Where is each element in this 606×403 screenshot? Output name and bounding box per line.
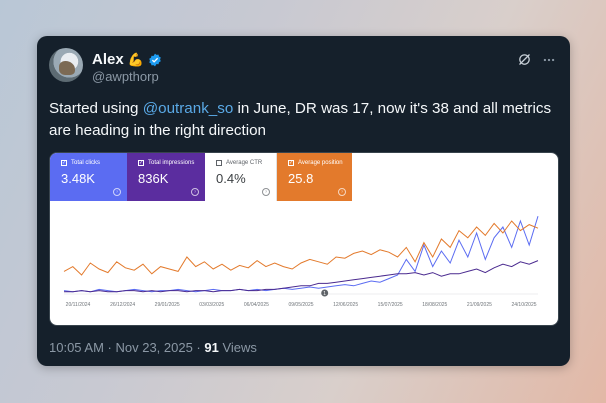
series-line-average-position (63, 220, 539, 276)
flexed-biceps-emoji: 💪 (127, 51, 144, 67)
views-label: Views (218, 340, 257, 355)
metric-label: Total clicks (71, 160, 101, 166)
performance-chart: 1 20/11/2024 26/12/2024 29/01/2025 03/03/202… (63, 216, 539, 308)
metric-card-total-impressions[interactable]: ✓ Total impressions 836K ? (127, 153, 205, 201)
metric-label: Average position (298, 160, 343, 166)
metric-label: Total impressions (148, 160, 195, 166)
metric-value: 0.4% (216, 171, 246, 186)
x-tick-label: 24/10/2025 (511, 302, 536, 308)
metric-value: 3.48K (61, 171, 95, 186)
x-tick-label: 03/03/2025 (199, 302, 224, 308)
x-tick-label: 21/09/2025 (467, 302, 492, 308)
annotation-marker[interactable] (321, 289, 329, 297)
metric-value: 25.8 (288, 171, 314, 186)
help-icon[interactable]: ? (191, 188, 199, 196)
grok-icon[interactable] (517, 52, 532, 67)
tweet-card[interactable]: Alex 💪 @awpthorp Started using @outrank_… (37, 36, 570, 366)
more-options-icon[interactable] (542, 53, 556, 67)
author-handle[interactable]: @awpthorp (92, 69, 159, 84)
views-count[interactable]: 91 (204, 340, 219, 355)
x-tick-label: 09/05/2025 (288, 302, 313, 308)
help-icon[interactable]: ? (338, 188, 346, 196)
timestamp[interactable]: 10:05 AM · Nov 23, 2025 · (49, 340, 205, 355)
x-tick-label: 20/11/2024 (66, 302, 91, 308)
x-tick-label: 26/12/2024 (110, 302, 135, 308)
avatar[interactable] (49, 48, 83, 82)
x-tick-label: 15/07/2025 (378, 302, 403, 308)
author-name[interactable]: Alex (92, 51, 124, 68)
metric-label: Average CTR (226, 160, 263, 166)
metric-card-total-clicks[interactable]: ✓ Total clicks 3.48K ? (50, 153, 127, 201)
metric-value: 836K (138, 171, 169, 186)
help-icon[interactable]: ? (113, 188, 121, 196)
mention-link[interactable]: @outrank_so (142, 100, 234, 117)
checkbox-icon[interactable]: ✓ (61, 160, 67, 166)
x-tick-label: 18/08/2025 (422, 302, 447, 308)
checkbox-icon[interactable] (216, 160, 222, 166)
tweet-text-part: Started using (49, 100, 143, 117)
x-tick-label: 29/01/2025 (155, 302, 180, 308)
tweet-meta: 10:05 AM · Nov 23, 2025 · 91 Views (49, 340, 257, 355)
author-row: Alex 💪 (92, 51, 162, 68)
checkbox-icon[interactable]: ✓ (288, 160, 294, 166)
help-icon[interactable]: ? (262, 188, 270, 196)
annotation-marker-label: 1 (323, 291, 326, 297)
metric-card-average-ctr[interactable]: Average CTR 0.4% ? (205, 153, 277, 201)
x-tick-label: 06/04/2025 (244, 302, 269, 308)
search-console-screenshot[interactable]: ✓ Total clicks 3.48K ? ✓ Total impressions… (49, 152, 559, 326)
tweet-text: Started using @outrank_so in June, DR wa… (49, 98, 554, 142)
verified-badge-icon (148, 53, 162, 67)
series-line-total-clicks (63, 216, 539, 293)
series-line-total-impressions (64, 260, 539, 293)
metric-card-average-position[interactable]: ✓ Average position 25.8 ? (277, 153, 352, 201)
tweet-text-part: in June, DR was 17, now it's 38 and all … (49, 100, 552, 139)
top-actions (517, 52, 556, 67)
checkbox-icon[interactable]: ✓ (138, 160, 144, 166)
x-tick-label: 12/06/2025 (333, 302, 358, 308)
